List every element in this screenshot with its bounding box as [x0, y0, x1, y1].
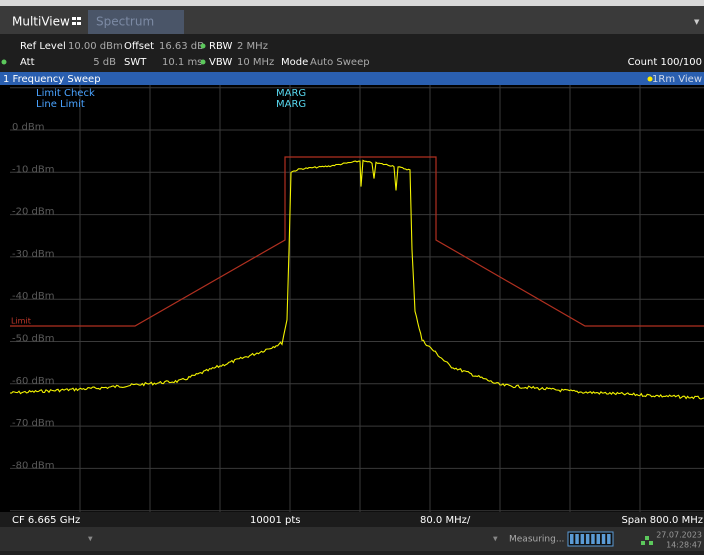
progress-fill — [570, 534, 611, 544]
y-label: -70 dBm — [12, 418, 54, 429]
y-label: -40 dBm — [12, 291, 54, 302]
footer: CF 6.665 GHz 10001 pts 80.0 MHz/ Span 80… — [12, 515, 703, 526]
dropdown-arrow[interactable]: ▼ — [493, 536, 498, 543]
icon — [72, 17, 76, 20]
icon — [77, 17, 81, 20]
tab-label: Spectrum — [96, 15, 154, 29]
network-icon — [649, 541, 653, 545]
sweep-points: 10001 pts — [250, 515, 300, 526]
plot-area — [0, 85, 704, 512]
tab-spectrum[interactable] — [88, 10, 184, 34]
setting-value: Auto Sweep — [310, 57, 370, 68]
progress-segment — [580, 534, 585, 544]
coupling-dot — [200, 43, 206, 49]
y-label: -80 dBm — [12, 460, 54, 471]
legend-item: Line Limit — [36, 99, 85, 110]
progress-segment — [585, 534, 590, 544]
settings-row: Ref Level 10.00 dBm Offset 16.63 dB RBW … — [1, 41, 702, 68]
setting-key: Mode — [281, 57, 308, 68]
tab-label: MultiView — [12, 15, 70, 29]
y-label: -50 dBm — [12, 334, 54, 345]
setting-key: VBW — [209, 57, 232, 68]
sweep-title: 1 Frequency Sweep — [3, 74, 101, 85]
y-label: 0 dBm — [12, 122, 45, 133]
progress-bar — [567, 531, 614, 547]
setting-key: Ref Level — [20, 41, 66, 52]
setting-value: 2 MHz — [237, 41, 268, 52]
progress-segment — [601, 534, 606, 544]
sweep-header — [0, 72, 704, 85]
limit-status: MARG — [276, 88, 306, 99]
y-labels: 0 dBm -10 dBm -20 dBm -30 dBm -40 dBm -50 dBm… — [12, 122, 54, 471]
setting-value: 5 dB — [93, 57, 116, 68]
y-label: -60 dBm — [12, 376, 54, 387]
dropdown-arrow[interactable]: ▼ — [694, 18, 700, 26]
center-frequency: CF 6.665 GHz — [12, 515, 80, 526]
icon — [77, 22, 81, 25]
trace-dot — [647, 76, 653, 82]
setting-key: Offset — [124, 41, 154, 52]
setting-key: RBW — [209, 41, 232, 52]
trace — [9, 159, 704, 400]
progress-segment — [575, 534, 579, 544]
limit-status: MARG — [276, 99, 306, 110]
coupling-dot — [200, 59, 206, 65]
limit-label: Limit — [11, 317, 31, 326]
y-label: -10 dBm — [12, 164, 54, 175]
progress-segment — [607, 534, 611, 544]
network-icon — [641, 541, 645, 545]
progress-segment — [570, 534, 574, 544]
sweep-count: Count 100/100 — [628, 57, 702, 68]
coupling-dot — [1, 59, 7, 65]
setting-value: 10.00 dBm — [68, 41, 123, 52]
network-icon — [645, 536, 649, 540]
grid — [10, 85, 704, 512]
setting-value: 16.63 dB — [159, 41, 204, 52]
top-border — [0, 0, 704, 6]
setting-key: SWT — [124, 57, 147, 68]
dropdown-arrow[interactable]: ▼ — [88, 536, 93, 543]
setting-value: 10 MHz — [237, 57, 274, 68]
time: 14:28:47 — [666, 541, 702, 550]
span: Span 800.0 MHz — [621, 515, 703, 526]
y-label: -30 dBm — [12, 249, 54, 260]
settings-panel — [0, 34, 704, 72]
footer-bar — [0, 512, 704, 527]
frequency-per-div: 80.0 MHz/ — [420, 515, 471, 526]
trace-view: 1Rm View — [652, 74, 702, 85]
icon — [72, 22, 76, 25]
limit-line — [10, 156, 704, 327]
y-label: -20 dBm — [12, 207, 54, 218]
date: 27.07.2023 — [656, 531, 702, 540]
legend-item: Limit Check — [36, 88, 95, 99]
measuring-status: Measuring... — [509, 535, 564, 545]
progress-segment — [591, 534, 595, 544]
setting-key: Att — [20, 57, 35, 68]
setting-value: 10.1 ms — [162, 57, 202, 68]
progress-segment — [596, 534, 600, 544]
